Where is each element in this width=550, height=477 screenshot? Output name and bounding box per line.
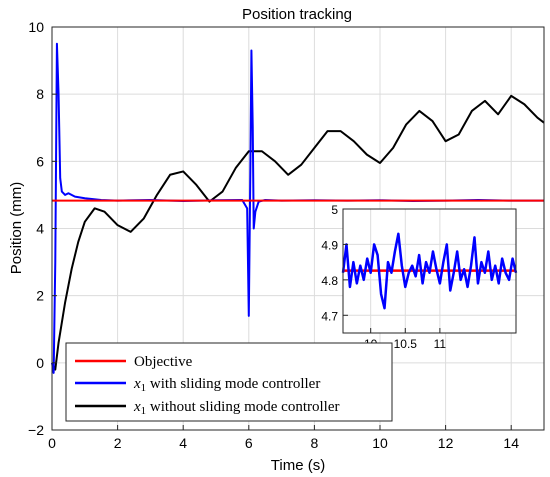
inset-x-tick-11: 11 (434, 337, 447, 351)
inset-plot-area (341, 232, 518, 310)
x-tick-2: 2 (114, 435, 122, 451)
x-tick-10: 10 (372, 435, 388, 451)
inset-y-tick-4-8: 4.8 (321, 274, 338, 288)
inset-y-tick-5: 5 (331, 203, 338, 217)
legend-label-objective: Objective (134, 354, 193, 370)
y-tick-6: 6 (36, 153, 44, 169)
y-tick-0: 0 (36, 355, 44, 371)
inset-x-tick-10-5: 10.5 (394, 337, 418, 351)
legend-label-without-smc: x1 without sliding mode controller (133, 399, 339, 417)
y-tick-4: 4 (36, 221, 44, 237)
legend: Objective x1 with sliding mode controlle… (65, 342, 393, 422)
inset-axes-box (342, 208, 517, 334)
y-tick-2: 2 (36, 288, 44, 304)
x-tick-6: 6 (245, 435, 253, 451)
legend-box (65, 342, 393, 422)
x-tick-14: 14 (503, 435, 519, 451)
inset-y-tick-4-7: 4.7 (321, 309, 338, 323)
x-tick-12: 12 (438, 435, 454, 451)
chart-title: Position tracking (242, 6, 352, 23)
y-tick-8: 8 (36, 86, 44, 102)
y-axis-label: Position (mm) (8, 182, 25, 275)
inset-y-tick-4-9: 4.9 (321, 238, 338, 252)
x-tick-4: 4 (179, 435, 187, 451)
x-axis-label: Time (s) (271, 457, 325, 474)
inset-series-line-x1-with-sliding-mode-controller (341, 232, 518, 310)
y-tick-10: 10 (28, 19, 44, 35)
y-tick-2: −2 (28, 422, 44, 438)
x-tick-0: 0 (48, 435, 56, 451)
x-tick-8: 8 (311, 435, 319, 451)
series-line-x1-without-sliding-mode-controller (51, 94, 545, 371)
legend-label-with-smc: x1 with sliding mode controller (133, 376, 320, 394)
main-plot-area (51, 42, 545, 374)
